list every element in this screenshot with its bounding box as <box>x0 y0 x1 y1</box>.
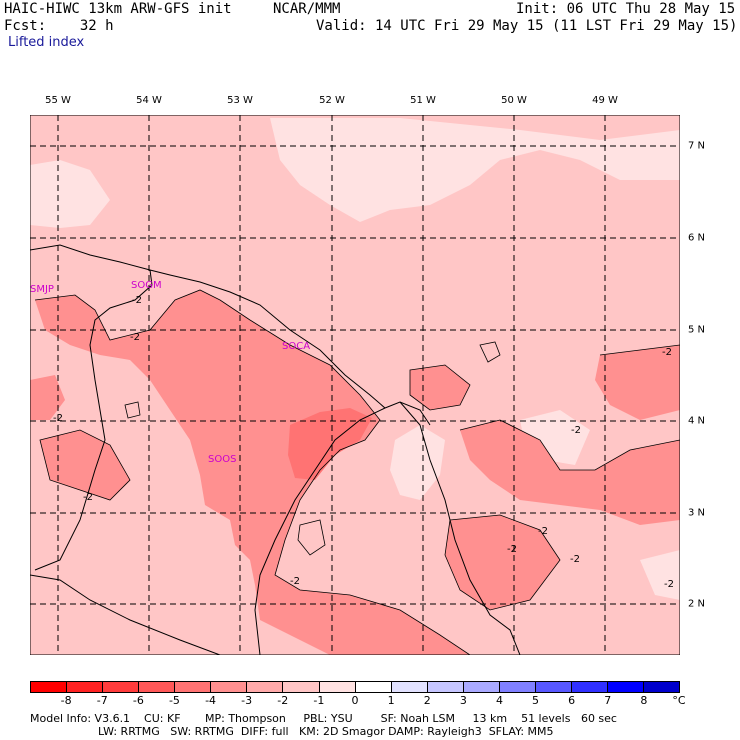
field-name: Lifted index <box>8 35 85 50</box>
init-time: Init: 06 UTC Thu 28 May 15 <box>516 1 736 17</box>
place-label: SOGM <box>131 280 162 291</box>
light-shade-area <box>30 160 110 228</box>
lon-label: 55 W <box>45 95 71 106</box>
graticule <box>30 115 680 655</box>
lon-label: 50 W <box>501 95 527 106</box>
contour-label: -2 <box>132 295 142 306</box>
moderate-shade-area <box>595 345 680 420</box>
color-scale-tick: 4 <box>495 694 503 707</box>
moderate-shade-area <box>35 290 470 655</box>
moderate-shade-area <box>410 365 470 410</box>
moderate-shade-area <box>30 375 65 420</box>
color-swatch <box>211 682 248 692</box>
valid-time: Valid: 14 UTC Fri 29 May 15 (11 LST Fri … <box>316 18 738 34</box>
color-swatch <box>31 682 68 692</box>
model-title: HAIC-HIWC 13km ARW-GFS init <box>4 1 232 17</box>
color-swatch <box>644 682 680 692</box>
color-swatch <box>139 682 176 692</box>
color-swatch <box>499 682 536 692</box>
model-info-line2: LW: RRTMG SW: RRTMG DIFF: full KM: 2D Sm… <box>98 725 554 738</box>
contour-lines <box>34 289 680 655</box>
contour-label: -2 <box>664 579 674 590</box>
color-scale-tick: 1 <box>387 694 395 707</box>
lon-label: 51 W <box>410 95 436 106</box>
contour-label: -2 <box>570 554 580 565</box>
color-swatch <box>247 682 284 692</box>
model-info-line1: Model Info: V3.6.1 CU: KF MP: Thompson P… <box>30 712 617 725</box>
color-scale <box>30 681 680 693</box>
color-scale-tick: -5 <box>168 694 180 707</box>
contour-label: -2 <box>290 576 300 587</box>
lat-label: 6 N <box>688 232 706 244</box>
color-swatch <box>67 682 104 692</box>
color-scale-tick: 5 <box>532 694 540 707</box>
color-scale-tick: -1 <box>313 694 325 707</box>
lon-label: 53 W <box>227 95 253 106</box>
color-swatch <box>427 682 464 692</box>
color-swatch <box>283 682 320 692</box>
color-scale-tick: 0 <box>351 694 359 707</box>
contour-label: -2 <box>130 332 140 343</box>
color-swatch <box>571 682 608 692</box>
color-swatch <box>319 682 356 692</box>
place-label: SOOS <box>208 454 236 465</box>
color-scale-tick: 8 <box>640 694 648 707</box>
color-swatch <box>103 682 140 692</box>
center-name: NCAR/MMM <box>273 1 341 17</box>
place-label: SOCA <box>282 341 310 352</box>
color-scale-tick: 3 <box>459 694 467 707</box>
light-shade-area <box>640 550 680 600</box>
color-swatch <box>463 682 500 692</box>
place-label: SMJP <box>30 284 54 295</box>
color-swatch <box>391 682 428 692</box>
color-scale-tick: -6 <box>132 694 144 707</box>
color-swatch <box>355 682 392 692</box>
lifted-index-map: SMJP SOGM SOCA SOOS -2 -2 -2 -2 -2 -2 -2… <box>30 115 680 655</box>
contour-label: -2 <box>83 492 93 503</box>
color-scale-tick: -7 <box>96 694 108 707</box>
lon-label: 54 W <box>136 95 162 106</box>
lat-label: 7 N <box>688 140 706 152</box>
color-scale-tick: -8 <box>60 694 72 707</box>
color-scale-tick: -3 <box>241 694 253 707</box>
moderate-shade-area <box>460 420 680 525</box>
lat-label: 2 N <box>688 598 706 610</box>
contour-label: -2 <box>571 425 581 436</box>
contour-label: -2 <box>507 544 517 555</box>
color-scale-tick: -2 <box>277 694 289 707</box>
color-scale-tick: 2 <box>423 694 431 707</box>
light-shade-area <box>390 425 445 500</box>
lat-label: 5 N <box>688 324 706 336</box>
contour-label: -2 <box>53 413 63 424</box>
contour-label: -2 <box>662 347 672 358</box>
strong-shade-area <box>288 408 372 480</box>
lon-label: 52 W <box>319 95 345 106</box>
lat-label: 3 N <box>688 507 706 519</box>
contour-label: -2 <box>538 526 548 537</box>
lat-label: 4 N <box>688 415 706 427</box>
light-shade-area <box>270 118 680 222</box>
moderate-shade-area <box>40 430 130 500</box>
color-swatch <box>535 682 572 692</box>
forecast-hour: Fcst: 32 h <box>4 18 114 34</box>
color-scale-tick: 6 <box>568 694 576 707</box>
color-swatch <box>608 682 645 692</box>
unit-label: °C <box>672 694 686 707</box>
color-swatch <box>175 682 212 692</box>
color-scale-tick: -4 <box>205 694 217 707</box>
lon-label: 49 W <box>592 95 618 106</box>
coastline <box>30 244 521 655</box>
color-scale-tick: 7 <box>604 694 612 707</box>
